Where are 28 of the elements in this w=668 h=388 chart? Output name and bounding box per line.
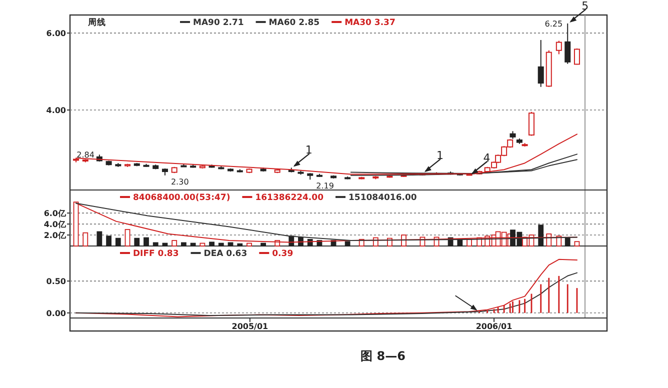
legend-label: MA60 2.85 <box>268 18 320 28</box>
annotation: 1 <box>436 149 444 162</box>
legend-label: DEA 0.63 <box>204 249 248 259</box>
legend-label: 0.39 <box>272 249 294 259</box>
legend-label: MA90 2.71 <box>193 18 244 28</box>
chart-subtitle: 周线 <box>87 17 106 28</box>
text: 2.84 <box>76 150 94 160</box>
y-tick-label: 6.0亿 <box>44 209 67 218</box>
legend-label: 161386224.00 <box>255 193 324 203</box>
y-tick-label: 4.00 <box>46 106 66 115</box>
annotation: 4 <box>483 151 490 164</box>
y-tick-label: 6.00 <box>46 29 66 38</box>
x-tick-label: 2005/01 <box>232 322 269 331</box>
annotation: 1 <box>305 144 312 157</box>
y-tick-label: 2.0亿 <box>44 231 67 240</box>
y-tick-label: 0.00 <box>46 308 66 318</box>
caption: 图 8—6 <box>360 349 406 363</box>
annotation: 5 <box>582 0 589 12</box>
legend-label: DIFF 0.83 <box>133 249 179 259</box>
text: 2.30 <box>170 177 189 186</box>
x-tick-label: 2006/01 <box>476 322 513 331</box>
y-tick-label: 0.50 <box>46 277 66 286</box>
legend-label: 151084016.00 <box>348 193 417 203</box>
y-tick-label: 4.0亿 <box>44 220 67 230</box>
text: 6.25 <box>544 19 563 28</box>
legend-label: MA30 3.37 <box>344 18 396 28</box>
text: 2.19 <box>316 182 334 191</box>
legend-label: 84068400.00(53:47) <box>133 193 230 203</box>
